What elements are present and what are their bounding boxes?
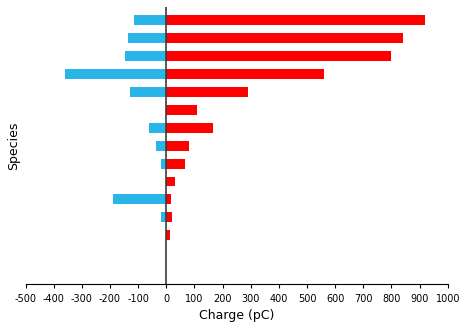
Bar xyxy=(166,177,175,187)
Bar xyxy=(166,33,403,43)
Bar xyxy=(134,15,166,25)
X-axis label: Charge (pC): Charge (pC) xyxy=(199,309,274,322)
Bar xyxy=(166,141,189,151)
Bar xyxy=(166,194,171,204)
Bar xyxy=(126,51,166,61)
Bar xyxy=(149,123,166,133)
Bar xyxy=(130,87,166,97)
Bar xyxy=(166,51,391,61)
Y-axis label: Species: Species xyxy=(7,121,20,170)
Bar xyxy=(166,213,172,222)
Bar xyxy=(166,87,248,97)
Bar xyxy=(166,105,197,115)
Bar xyxy=(166,15,425,25)
Bar xyxy=(161,159,166,168)
Bar xyxy=(166,123,213,133)
Bar xyxy=(166,159,184,168)
Bar xyxy=(161,213,166,222)
Bar xyxy=(166,69,324,79)
Bar xyxy=(65,69,166,79)
Bar xyxy=(113,194,166,204)
Bar xyxy=(156,141,166,151)
Bar xyxy=(166,230,170,240)
Bar xyxy=(128,33,166,43)
